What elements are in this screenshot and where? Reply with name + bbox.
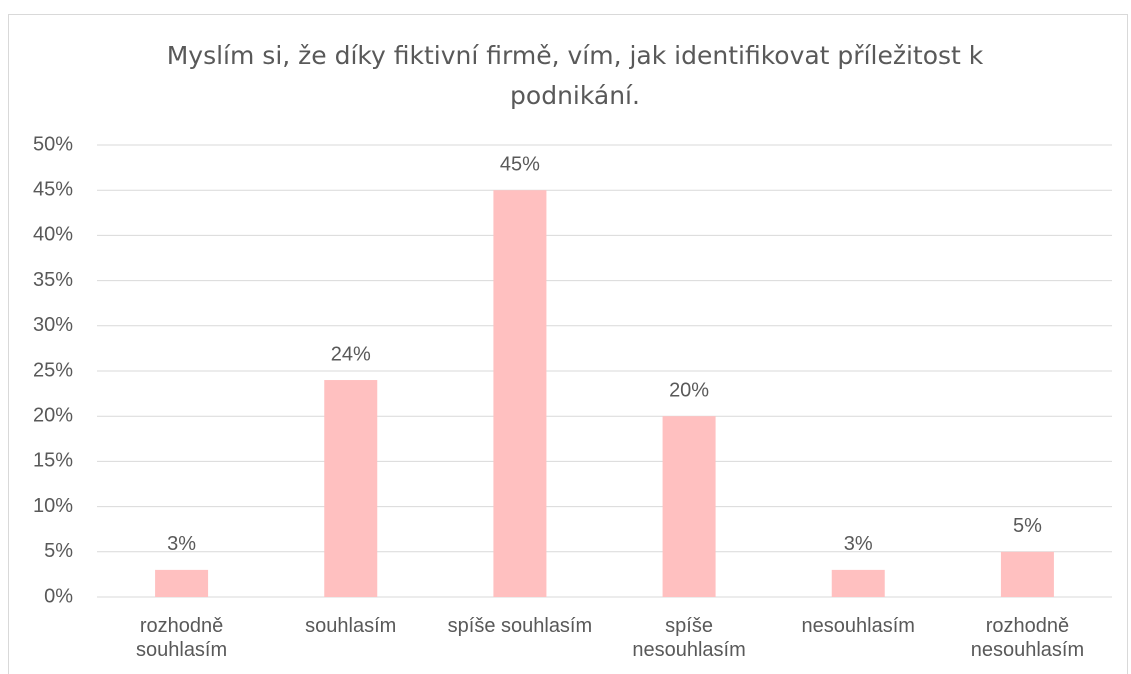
y-tick-label: 45%	[33, 178, 73, 200]
chart-border	[8, 14, 1128, 674]
y-tick-label: 20%	[33, 404, 73, 426]
y-tick-label: 5%	[44, 540, 73, 562]
bar	[493, 190, 547, 597]
x-tick-label: rozhodně nesouhlasím	[970, 615, 1085, 661]
data-label: 5%	[1013, 515, 1042, 537]
y-tick-label: 50%	[33, 133, 73, 155]
x-tick-label: spíše nesouhlasím	[632, 615, 746, 661]
y-tick-label: 35%	[33, 269, 73, 291]
data-label: 20%	[669, 379, 709, 401]
x-tick-label: nesouhlasím	[801, 615, 915, 637]
y-tick-label: 15%	[33, 450, 73, 472]
x-tick-label: rozhodně souhlasím	[136, 615, 228, 661]
bar	[662, 416, 716, 597]
bar	[324, 380, 378, 597]
y-tick-label: 0%	[44, 585, 73, 607]
y-tick-label: 30%	[33, 314, 73, 336]
bar	[155, 569, 209, 597]
data-label: 24%	[331, 343, 371, 365]
y-tick-label: 10%	[33, 495, 73, 517]
bar	[831, 569, 885, 597]
data-label: 3%	[167, 533, 196, 555]
chart-title: Myslím si, že díky fiktivní firmě, vím, …	[166, 41, 984, 110]
data-label: 3%	[844, 533, 873, 555]
x-tick-label: souhlasím	[305, 615, 397, 637]
x-tick-label: spíše souhlasím	[447, 615, 593, 637]
y-tick-label: 25%	[33, 359, 73, 381]
data-label: 45%	[500, 153, 540, 175]
bar	[1000, 551, 1054, 597]
y-tick-label: 40%	[33, 224, 73, 246]
